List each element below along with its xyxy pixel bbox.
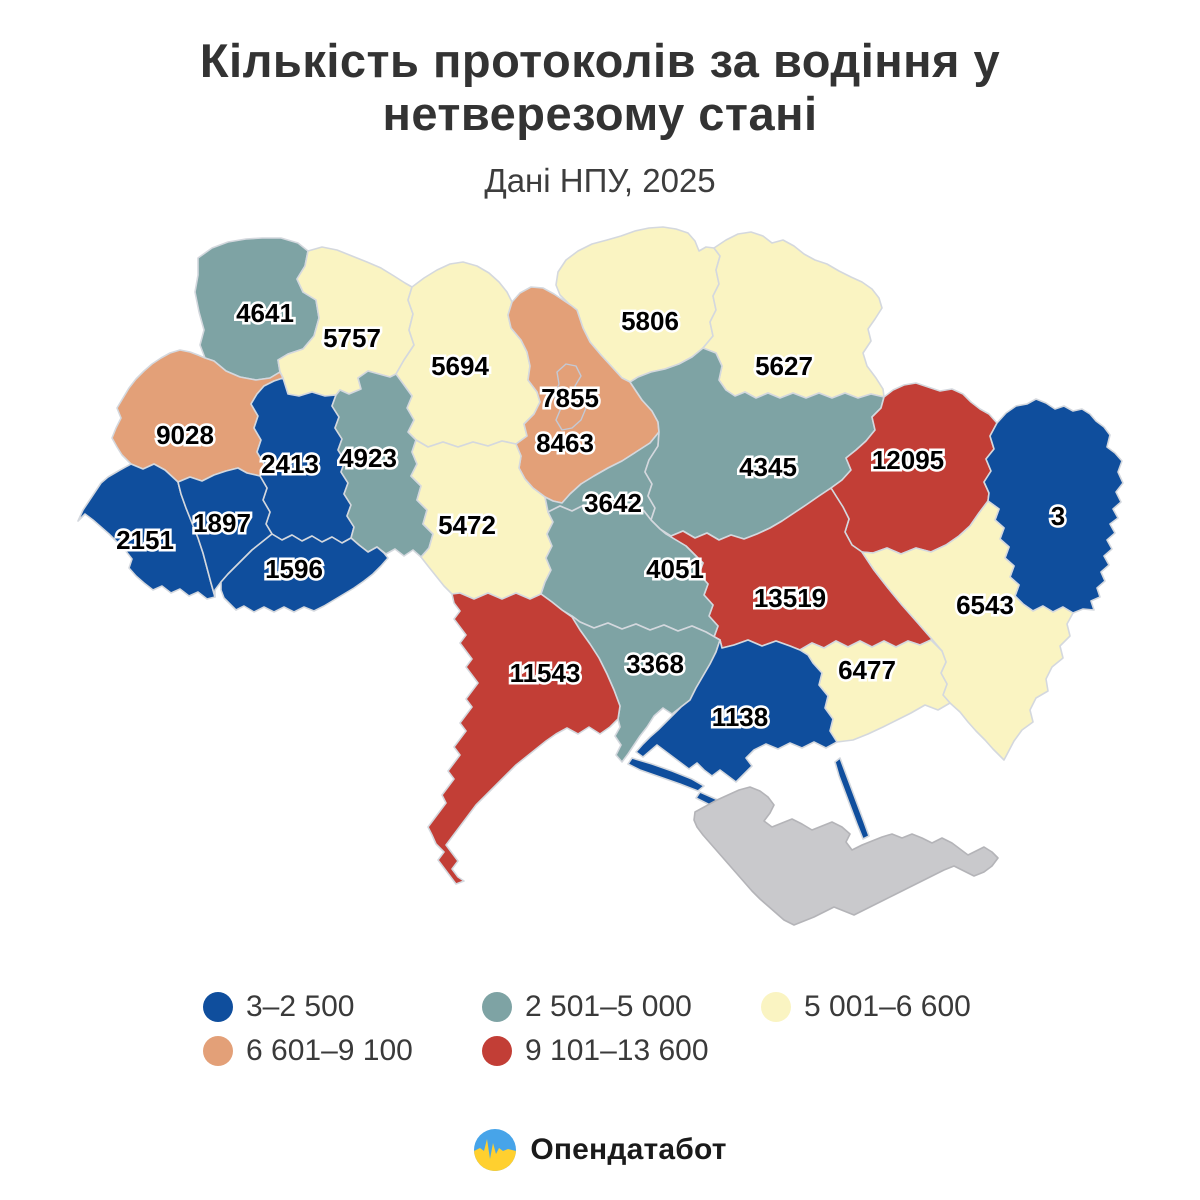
kherson-tendra-spit [627, 757, 705, 792]
region-value-label: 6543 [956, 590, 1014, 620]
region-value-label: 1596 [265, 554, 323, 584]
page-subtitle: Дані НПУ, 2025 [484, 162, 716, 200]
region-value-label: 4345 [739, 452, 797, 482]
region-value-label: 3368 [626, 649, 684, 679]
region-value-label: 12095 [872, 445, 944, 475]
brand-footer: Опендатабот [0, 1128, 1200, 1172]
region-value-label: 7855 [541, 383, 599, 413]
region-value-label: 11543 [510, 658, 581, 688]
region-value-label: 8463 [536, 428, 594, 458]
region-value-label: 5472 [438, 510, 496, 540]
region-kherson [635, 639, 838, 783]
region-value-label: 2151 [116, 525, 174, 555]
region-crimea [693, 786, 999, 926]
region-value-label: 4923 [339, 443, 397, 473]
region-value-label: 4641 [236, 298, 294, 328]
opendatabot-logo-icon [474, 1129, 517, 1171]
region-odesa [427, 592, 621, 885]
region-value-label: 1897 [193, 508, 251, 538]
title-block: Кількість протоколів за водіння у нетвер… [0, 34, 1200, 200]
page-title-line1: Кількість протоколів за водіння у [199, 34, 1001, 87]
region-value-label: 5757 [323, 323, 381, 353]
brand-name: Опендатабот [530, 1133, 727, 1166]
region-value-label: 5694 [431, 351, 489, 381]
region-value-label: 3642 [584, 488, 642, 518]
page-title-line2: нетверезому стані [382, 87, 818, 141]
region-value-label: 5806 [621, 306, 679, 336]
region-value-label: 2413 [261, 449, 319, 479]
region-chernivtsi [220, 533, 389, 613]
region-value-label: 13519 [754, 583, 826, 613]
region-khmelnytskyi [331, 370, 434, 558]
kherson-arabat-spit [834, 757, 870, 840]
region-value-label: 1138 [712, 702, 768, 732]
region-value-label: 6477 [838, 655, 896, 685]
region-value-label: 9028 [156, 420, 214, 450]
region-value-label: 3 [1051, 501, 1065, 531]
region-value-label: 4051 [646, 554, 704, 584]
region-value-label: 5627 [755, 351, 813, 381]
region-kyiv-city [553, 363, 587, 431]
